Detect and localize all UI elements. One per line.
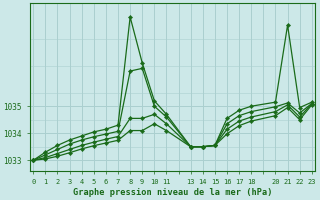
X-axis label: Graphe pression niveau de la mer (hPa): Graphe pression niveau de la mer (hPa) <box>73 188 272 197</box>
